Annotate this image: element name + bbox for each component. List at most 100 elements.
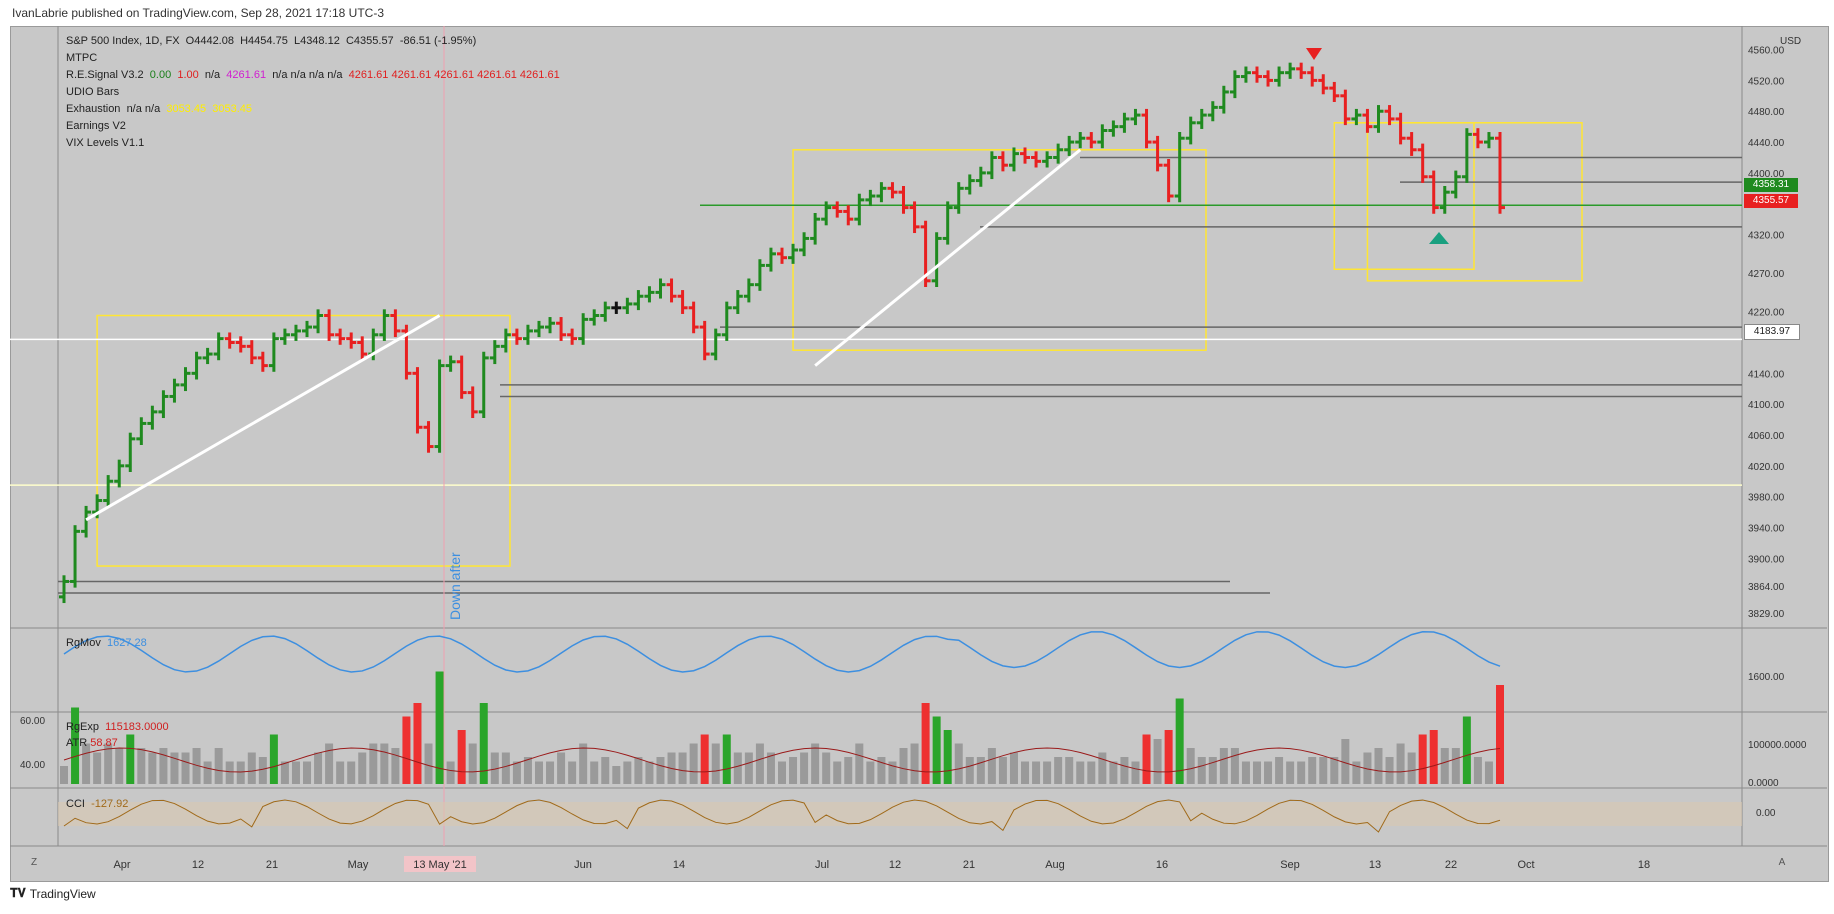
- rgexp-bar: [1297, 761, 1306, 784]
- rgexp-label: RgExp 115183.0000: [66, 721, 169, 733]
- rgmov-line: [63, 631, 1501, 673]
- rgexp-bar: [512, 761, 521, 784]
- rgexp-bar: [1264, 761, 1273, 784]
- rgexp-bar: [1076, 761, 1085, 784]
- rgexp-bar: [369, 743, 378, 784]
- rgexp-bar: [258, 757, 267, 784]
- rgexp-bar: [291, 761, 300, 784]
- rgexp-bar: [490, 752, 499, 784]
- rgexp-bar: [1054, 757, 1063, 784]
- timezone-button[interactable]: Z: [30, 857, 38, 868]
- rgexp-bar: [1374, 748, 1383, 784]
- auto-scale-button[interactable]: A: [1778, 857, 1786, 868]
- chart-frame[interactable]: [10, 26, 1829, 882]
- trend-arrow-1: [814, 148, 1082, 367]
- time-axis-tick: 21: [266, 859, 278, 871]
- rgexp-bar: [1396, 743, 1405, 784]
- cci-band: [58, 802, 1742, 826]
- time-axis-tick: May: [348, 859, 369, 871]
- rgexp-bar: [899, 748, 908, 784]
- rgexp-bar: [612, 766, 621, 784]
- yellow-range-box-1: [792, 149, 1207, 351]
- time-axis-tick: Apr: [113, 859, 130, 871]
- rgexp-bar: [965, 757, 974, 784]
- rgexp-bar: [1219, 748, 1228, 784]
- price-axis-tick: 3940.00: [1748, 523, 1785, 534]
- rgexp-bar: [148, 752, 157, 784]
- rgexp-bar: [921, 703, 930, 784]
- rgexp-bar: [159, 748, 168, 784]
- price-axis-tick: 4520.00: [1748, 76, 1785, 87]
- rgexp-bar: [1363, 752, 1372, 784]
- time-axis-tick: Jul: [815, 859, 829, 871]
- rgexp-bar: [590, 761, 599, 784]
- tradingview-logo-icon: 𝐓𝐕: [10, 886, 26, 900]
- rgexp-bar: [722, 734, 731, 784]
- price-axis-tick: 3829.00: [1748, 609, 1785, 620]
- rgexp-bar: [623, 761, 632, 784]
- time-axis-tick: 13: [1369, 859, 1381, 871]
- rgexp-bar: [998, 757, 1007, 784]
- time-axis-tick: 12: [889, 859, 901, 871]
- rgexp-bar: [1043, 761, 1052, 784]
- rgexp-bar: [60, 766, 68, 784]
- rgexp-bar: [1186, 748, 1195, 784]
- rgexp-bar: [711, 743, 720, 784]
- chart-legend: S&P 500 Index, 1D, FX O4442.08 H4454.75 …: [66, 33, 560, 152]
- price-axis-tick: 4480.00: [1748, 107, 1785, 118]
- rgexp-bar: [523, 757, 532, 784]
- rgexp-bar: [954, 743, 963, 784]
- rgexp-bar: [457, 730, 466, 784]
- rgexp-bar: [844, 757, 853, 784]
- rgexp-bar: [1131, 761, 1140, 784]
- buy-signal-arrow-icon: [1429, 232, 1449, 244]
- price-axis-tick: 3900.00: [1748, 554, 1785, 565]
- rgexp-bar: [822, 752, 831, 784]
- rgexp-bar: [137, 748, 146, 784]
- rgexp-bar: [1164, 730, 1173, 784]
- rgexp-bar: [1009, 752, 1018, 784]
- rgexp-bar: [601, 757, 610, 784]
- time-axis-tick: 16: [1156, 859, 1168, 871]
- rgexp-bar: [336, 761, 345, 784]
- yellow-range-box-3: [1366, 122, 1583, 282]
- rgexp-bar: [1473, 757, 1482, 784]
- footer: 𝐓𝐕 TradingView: [10, 886, 96, 901]
- rgexp-bar: [888, 761, 897, 784]
- cci-line: [63, 799, 1501, 833]
- rgexp-bar: [568, 761, 577, 784]
- price-axis-unit: USD: [1780, 36, 1801, 47]
- rgexp-bar: [1252, 761, 1261, 784]
- rgexp-bar: [1308, 757, 1317, 784]
- rgexp-bar: [1496, 685, 1504, 784]
- rgexp-bar: [1319, 757, 1328, 784]
- rgexp-bar: [435, 671, 444, 784]
- rgexp-bar: [645, 761, 654, 784]
- rgexp-bar: [1407, 752, 1416, 784]
- legend-exhaustion: Exhaustion n/a n/a 3053.45 3053.45: [66, 103, 252, 115]
- rgexp-bar: [391, 748, 400, 784]
- rgexp-bar: [1120, 757, 1129, 784]
- rgexp-bar: [678, 752, 687, 784]
- atr-axis-tick: 40.00: [20, 760, 45, 771]
- rgexp-bar: [1275, 757, 1284, 784]
- price-tag-upper: 4358.31: [1744, 178, 1798, 192]
- rgexp-bar: [700, 734, 709, 784]
- rgexp-bar: [932, 716, 941, 784]
- rgexp-bar: [1484, 761, 1493, 784]
- footer-brand: TradingView: [29, 886, 96, 901]
- rgexp-bar: [280, 761, 289, 784]
- rgexp-bar: [1087, 761, 1096, 784]
- time-axis-tick: Aug: [1045, 859, 1065, 871]
- rgexp-bar: [1462, 716, 1471, 784]
- price-axis-tick: 4270.00: [1748, 269, 1785, 280]
- rgexp-bar: [170, 752, 179, 784]
- rgexp-bar: [1352, 761, 1361, 784]
- time-axis-tick: 21: [963, 859, 975, 871]
- rgexp-bar: [181, 752, 190, 784]
- rgexp-bar: [634, 757, 643, 784]
- rgexp-bar: [413, 703, 422, 784]
- price-axis-tick: 4320.00: [1748, 231, 1785, 242]
- rgexp-bar: [126, 734, 135, 784]
